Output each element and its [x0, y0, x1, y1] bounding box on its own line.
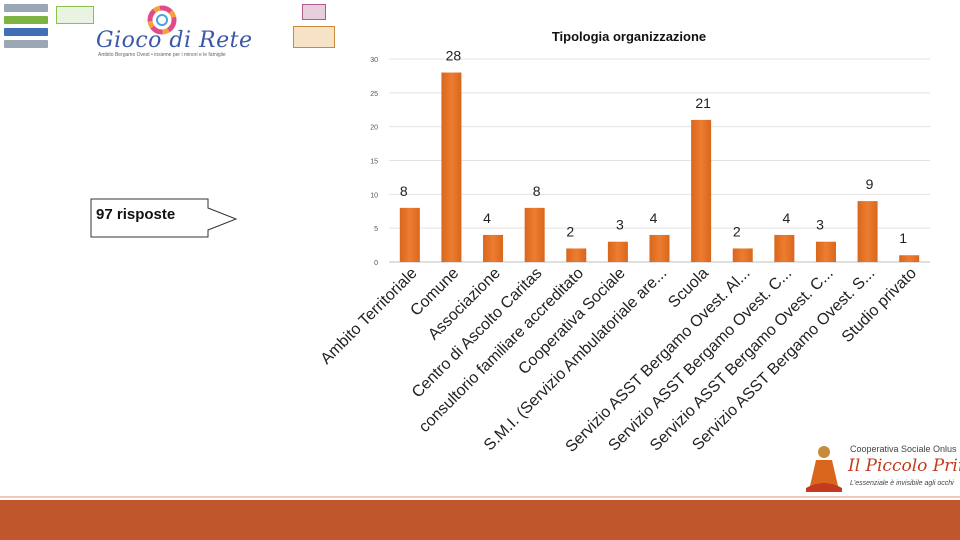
region-logo [56, 6, 94, 24]
data-label: 2 [733, 223, 741, 239]
y-tick-label: 0 [374, 260, 378, 267]
prince-figure-icon [806, 446, 842, 492]
data-label: 4 [650, 210, 658, 226]
arrow-callout-shape [90, 198, 238, 238]
partner-logo-4 [4, 40, 48, 48]
partner-logo-3 [4, 28, 48, 36]
ring-icon [147, 5, 177, 35]
partner-logos [4, 4, 48, 62]
y-tick-label: 20 [370, 125, 378, 132]
partner-logo-2 [4, 16, 48, 24]
responses-callout: 97 risposte [90, 198, 238, 238]
data-label: 1 [899, 230, 907, 246]
bar [607, 241, 628, 262]
y-tick-label: 30 [370, 57, 378, 64]
brand-logo: Gioco di Rete Ambito Bergamo Ovest • ins… [96, 4, 256, 60]
data-label: 9 [866, 176, 874, 192]
center-logo-top [302, 4, 326, 20]
bar [857, 201, 878, 262]
data-label: 3 [616, 217, 624, 233]
bar [649, 234, 670, 262]
category-label: Studio privato [839, 265, 920, 346]
chart-title: Tipologia organizzazione [552, 29, 706, 44]
bar [399, 207, 420, 262]
center-logo [290, 4, 338, 62]
footer-divider [0, 496, 960, 498]
responses-count: 97 risposte [96, 206, 176, 223]
y-tick-label: 15 [370, 159, 378, 166]
bar [483, 234, 504, 262]
data-label: 8 [400, 183, 408, 199]
bar [732, 248, 753, 262]
coop-label: Cooperativa Sociale Onlus [850, 444, 957, 454]
piccolo-principe-logo: Cooperativa Sociale Onlus Il Piccolo Pri… [800, 438, 960, 498]
bar [524, 207, 545, 262]
bar [899, 255, 920, 262]
bar [566, 248, 587, 262]
partner-logo-1 [4, 4, 48, 12]
coop-tagline: L'essenziale è invisibile agli occhi [850, 480, 954, 487]
data-label: 28 [446, 48, 462, 64]
brand-subtitle: Ambito Bergamo Ovest • insieme per i min… [98, 52, 226, 58]
bar [815, 241, 836, 262]
category-label: Associazione [425, 265, 504, 344]
y-tick-label: 10 [370, 192, 378, 199]
bar [774, 234, 795, 262]
brand-title: Gioco di Rete [96, 28, 253, 53]
bar-chart: Tipologia organizzazione 0 5 10 15 20 25 30 8 2… [318, 29, 930, 456]
data-label: 4 [782, 210, 790, 226]
center-logo-bottom [293, 26, 335, 48]
y-tick-label: 5 [374, 226, 378, 233]
category-label: Ambito Territoriale [318, 265, 421, 368]
data-label: 3 [816, 217, 824, 233]
data-label: 21 [695, 95, 711, 111]
data-label: 8 [533, 183, 541, 199]
data-label: 4 [483, 210, 491, 226]
bar [691, 119, 712, 263]
data-label: 2 [566, 223, 574, 239]
bar [441, 72, 462, 263]
footer-bar [0, 500, 960, 540]
coop-name: Il Piccolo Principe [848, 456, 960, 476]
y-tick-label: 25 [370, 91, 378, 98]
